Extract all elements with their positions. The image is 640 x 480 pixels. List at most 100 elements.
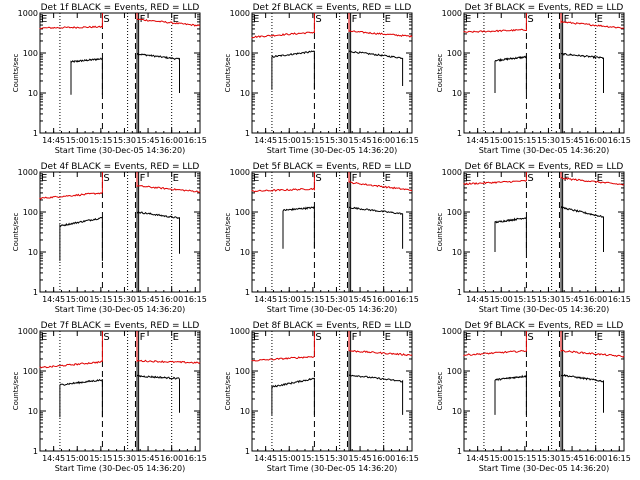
x-axis-label: Start Time (30-Dec-05 14:36:20) bbox=[55, 146, 186, 155]
x-tick-label: 15:15 bbox=[89, 136, 112, 145]
y-axis-label: Counts/sec bbox=[224, 213, 232, 252]
panel-title: Det 9f BLACK = Events, RED = LLD bbox=[465, 321, 624, 331]
lld-line bbox=[251, 331, 315, 362]
marker-e-label: E bbox=[597, 332, 603, 343]
events-line bbox=[560, 52, 604, 93]
events-line bbox=[348, 373, 404, 415]
x-axis-label: Start Time (30-Dec-05 14:36:20) bbox=[267, 146, 398, 155]
marker-e-label: E bbox=[253, 173, 259, 184]
x-tick-label: 15:30 bbox=[325, 295, 348, 304]
panel-det-4: Det 4f BLACK = Events, RED = LLD 1 10 100 10… bbox=[12, 162, 207, 314]
y-tick-label: 1000 bbox=[442, 168, 462, 177]
y-tick-label: 100 bbox=[447, 49, 462, 58]
x-axis-label: Start Time (30-Dec-05 14:36:20) bbox=[55, 305, 186, 314]
lld-line bbox=[463, 13, 527, 34]
x-tick-label: 15:00 bbox=[278, 136, 301, 145]
y-tick-label: 1 bbox=[33, 288, 38, 297]
y-tick-label: 1000 bbox=[230, 327, 250, 336]
y-tick-label: 1 bbox=[245, 447, 250, 456]
x-tick-label: 15:45 bbox=[349, 295, 372, 304]
lld-line bbox=[348, 172, 413, 192]
plot-frame bbox=[39, 330, 201, 452]
x-axis-label: Start Time (30-Dec-05 14:36:20) bbox=[479, 305, 610, 314]
x-tick-label: 16:15 bbox=[396, 295, 419, 304]
x-axis-label: Start Time (30-Dec-05 14:36:20) bbox=[267, 464, 398, 473]
y-tick-label: 100 bbox=[23, 367, 38, 376]
events-line bbox=[59, 378, 103, 418]
events-line bbox=[271, 50, 315, 90]
y-axis-label: Counts/sec bbox=[224, 54, 232, 93]
lld-line bbox=[251, 13, 315, 39]
lld-line bbox=[39, 172, 103, 200]
events-line bbox=[348, 206, 404, 249]
x-tick-label: 15:15 bbox=[89, 454, 112, 463]
plot-frame bbox=[463, 171, 625, 293]
events-line bbox=[560, 373, 604, 413]
plot-frame bbox=[463, 12, 625, 134]
x-tick-label: 15:45 bbox=[137, 454, 160, 463]
marker-e-label: E bbox=[597, 173, 603, 184]
x-tick-label: 16:00 bbox=[584, 136, 607, 145]
x-tick-label: 16:15 bbox=[184, 295, 207, 304]
events-line bbox=[136, 374, 180, 413]
y-tick-label: 100 bbox=[235, 49, 250, 58]
marker-s-label: S bbox=[315, 173, 321, 184]
y-tick-label: 1 bbox=[245, 288, 250, 297]
marker-e-label: E bbox=[385, 332, 391, 343]
x-tick-label: 15:45 bbox=[561, 454, 584, 463]
x-tick-label: 15:45 bbox=[561, 295, 584, 304]
x-tick-label: 15:00 bbox=[278, 295, 301, 304]
x-tick-label: 14:45 bbox=[254, 454, 277, 463]
x-tick-label: 15:15 bbox=[513, 136, 536, 145]
y-tick-label: 1 bbox=[245, 129, 250, 138]
x-tick-label: 14:45 bbox=[466, 454, 489, 463]
events-line bbox=[136, 210, 180, 254]
marker-e-label: E bbox=[597, 14, 603, 25]
x-tick-label: 16:15 bbox=[608, 295, 631, 304]
y-tick-label: 1000 bbox=[18, 168, 38, 177]
x-tick-label: 15:00 bbox=[66, 295, 89, 304]
y-tick-label: 1000 bbox=[442, 327, 462, 336]
lld-line bbox=[463, 331, 527, 357]
marker-e-label: E bbox=[41, 173, 47, 184]
y-tick-label: 1000 bbox=[442, 9, 462, 18]
panel-det-8: Det 8f BLACK = Events, RED = LLD 1 10 100 10… bbox=[224, 321, 419, 473]
x-tick-label: 14:45 bbox=[254, 295, 277, 304]
panel-title: Det 2f BLACK = Events, RED = LLD bbox=[253, 3, 412, 13]
x-axis-label: Start Time (30-Dec-05 14:36:20) bbox=[55, 464, 186, 473]
plot-frame bbox=[463, 330, 625, 452]
x-tick-label: 16:00 bbox=[372, 295, 395, 304]
marker-s-label: S bbox=[315, 14, 321, 25]
marker-e-label: E bbox=[465, 332, 471, 343]
x-tick-label: 14:45 bbox=[42, 295, 65, 304]
x-tick-label: 16:00 bbox=[584, 295, 607, 304]
panel-det-2: Det 2f BLACK = Events, RED = LLD 1 10 100 10… bbox=[224, 3, 419, 155]
events-line bbox=[282, 205, 315, 249]
x-tick-label: 14:45 bbox=[466, 136, 489, 145]
x-tick-label: 15:15 bbox=[301, 295, 324, 304]
panel-det-1: Det 1f BLACK = Events, RED = LLD 1 10 100 10… bbox=[12, 3, 207, 155]
x-tick-label: 16:15 bbox=[184, 454, 207, 463]
marker-e-label: E bbox=[385, 14, 391, 25]
x-tick-label: 16:00 bbox=[160, 136, 183, 145]
x-axis-label: Start Time (30-Dec-05 14:36:20) bbox=[267, 305, 398, 314]
lld-line bbox=[560, 13, 625, 29]
y-tick-label: 100 bbox=[447, 367, 462, 376]
panel-title: Det 6f BLACK = Events, RED = LLD bbox=[465, 162, 624, 172]
plot-frame bbox=[251, 171, 413, 293]
lld-line bbox=[136, 172, 201, 194]
panel-det-6: Det 6f BLACK = Events, RED = LLD 1 10 100 10… bbox=[436, 162, 631, 314]
y-tick-label: 10 bbox=[452, 89, 462, 98]
x-tick-label: 15:45 bbox=[349, 136, 372, 145]
x-tick-label: 15:00 bbox=[66, 454, 89, 463]
y-tick-label: 1000 bbox=[18, 327, 38, 336]
events-line bbox=[494, 216, 527, 252]
x-tick-label: 15:30 bbox=[537, 454, 560, 463]
panel-title: Det 4f BLACK = Events, RED = LLD bbox=[41, 162, 200, 172]
y-tick-label: 100 bbox=[23, 49, 38, 58]
x-tick-label: 16:15 bbox=[396, 454, 419, 463]
y-tick-label: 10 bbox=[240, 89, 250, 98]
x-tick-label: 15:15 bbox=[301, 454, 324, 463]
x-tick-label: 14:45 bbox=[42, 454, 65, 463]
y-tick-label: 10 bbox=[452, 248, 462, 257]
